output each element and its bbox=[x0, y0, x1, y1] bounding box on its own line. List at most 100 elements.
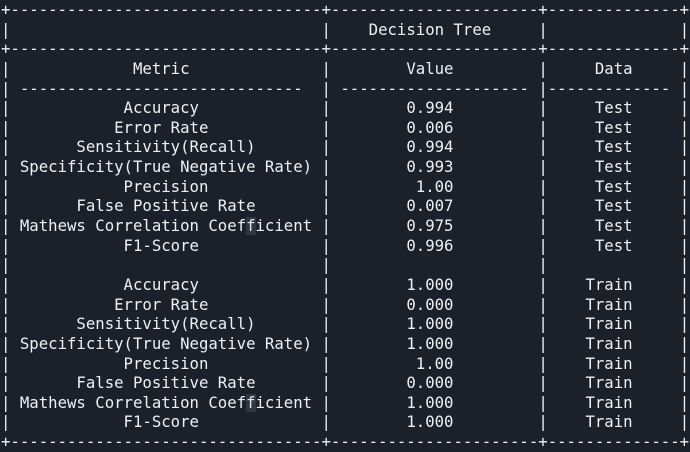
value-cell: 0.993 bbox=[330, 157, 539, 177]
column-separator: | bbox=[1, 78, 11, 98]
data-header: Data bbox=[547, 58, 680, 78]
value-cell: 1.000 bbox=[330, 274, 539, 294]
table-border-top: +---------------------------------+-----… bbox=[1, 0, 690, 20]
column-separator: | bbox=[321, 117, 331, 137]
table-row: | Precision | 1.00 | Train | bbox=[1, 354, 690, 374]
column-separator: | bbox=[538, 98, 548, 118]
column-separator: | bbox=[679, 255, 690, 275]
column-separator: | bbox=[679, 157, 690, 177]
value-cell: 1.00 bbox=[330, 176, 539, 196]
column-separator: | bbox=[538, 274, 548, 294]
column-separator: | bbox=[679, 117, 690, 137]
column-separator: | bbox=[538, 392, 548, 412]
column-separator: | bbox=[321, 235, 331, 255]
column-separator: | bbox=[679, 137, 690, 157]
column-separator: | bbox=[1, 137, 11, 157]
column-separator: | bbox=[321, 314, 331, 334]
table-border-bottom: +---------------------------------+-----… bbox=[1, 432, 690, 452]
column-separator: | bbox=[1, 294, 11, 314]
column-separator: | bbox=[321, 196, 331, 216]
value-cell: 0.994 bbox=[330, 137, 539, 157]
column-separator: | bbox=[679, 176, 690, 196]
metric-cell: F1-Score bbox=[10, 412, 322, 432]
column-separator: | bbox=[679, 58, 690, 78]
column-separator: | bbox=[321, 333, 331, 353]
metric-cell: Mathews Correlation Coefficient bbox=[10, 392, 322, 412]
data-cell: Test bbox=[547, 137, 680, 157]
column-separator: | bbox=[321, 98, 331, 118]
column-separator: | bbox=[1, 216, 11, 236]
column-separator: | bbox=[1, 176, 11, 196]
column-separator: | bbox=[679, 78, 690, 98]
metric-cell: Specificity(True Negative Rate) bbox=[10, 157, 322, 177]
data-cell: Train bbox=[547, 333, 680, 353]
header-underline-row: | ------------------------------ | -----… bbox=[1, 79, 690, 99]
column-separator: | bbox=[321, 157, 331, 177]
section-spacer-row: | | | | bbox=[1, 255, 690, 275]
table-row: | Sensitivity(Recall) | 0.994 | Test | bbox=[1, 137, 690, 157]
data-cell: Test bbox=[547, 98, 680, 118]
metric-cell: Sensitivity(Recall) bbox=[10, 314, 322, 334]
metric-cell: Specificity(True Negative Rate) bbox=[10, 333, 322, 353]
value-cell: 1.000 bbox=[330, 392, 539, 412]
data-cell: Train bbox=[547, 274, 680, 294]
metric-cell: False Positive Rate bbox=[10, 196, 322, 216]
metric-cell: Error Rate bbox=[10, 117, 322, 137]
column-separator: | bbox=[321, 294, 331, 314]
column-separator: | bbox=[538, 314, 548, 334]
table-row: | False Positive Rate | 0.007 | Test | bbox=[1, 196, 690, 216]
value-cell: 0.006 bbox=[330, 117, 539, 137]
column-separator: | bbox=[538, 333, 548, 353]
column-separator: | bbox=[538, 137, 548, 157]
value-cell: 0.000 bbox=[330, 373, 539, 393]
metric-cell: Accuracy bbox=[10, 274, 322, 294]
column-separator: | bbox=[538, 157, 548, 177]
table-header-row: | Metric | Value | Data | bbox=[1, 59, 690, 79]
table-title: Decision Tree bbox=[330, 19, 539, 39]
column-separator: | bbox=[1, 196, 11, 216]
column-separator: | bbox=[1, 235, 11, 255]
value-header: Value bbox=[330, 58, 539, 78]
column-separator: | bbox=[321, 137, 331, 157]
table-row: | F1-Score | 1.000 | Train | bbox=[1, 412, 690, 432]
value-cell: 0.007 bbox=[330, 196, 539, 216]
table-border-header: +---------------------------------+-----… bbox=[1, 39, 690, 59]
metric-cell: Sensitivity(Recall) bbox=[10, 137, 322, 157]
column-separator: | bbox=[321, 274, 331, 294]
value-cell: 0.996 bbox=[330, 235, 539, 255]
metric-cell: False Positive Rate bbox=[10, 373, 322, 393]
column-separator: | bbox=[538, 235, 548, 255]
data-cell: Train bbox=[547, 412, 680, 432]
value-underline: -------------------- bbox=[330, 78, 539, 98]
column-separator: | bbox=[321, 58, 331, 78]
spacer-cell bbox=[548, 255, 680, 274]
value-cell: 0.975 bbox=[330, 216, 539, 236]
column-separator: | bbox=[538, 176, 548, 196]
data-cell: Train bbox=[547, 314, 680, 334]
metric-cell: Mathews Correlation Coefficient bbox=[10, 216, 322, 236]
column-separator: | bbox=[538, 117, 548, 137]
column-separator: | bbox=[679, 216, 690, 236]
table-row: | Accuracy | 1.000 | Train | bbox=[1, 275, 690, 295]
column-separator: | bbox=[321, 19, 331, 39]
column-separator: | bbox=[679, 294, 690, 314]
column-separator: | bbox=[679, 373, 690, 393]
data-cell: Test bbox=[547, 196, 680, 216]
value-cell: 1.000 bbox=[330, 314, 539, 334]
data-underline: ------------- bbox=[547, 78, 680, 98]
column-separator: | bbox=[538, 373, 548, 393]
table-row: | Sensitivity(Recall) | 1.000 | Train | bbox=[1, 314, 690, 334]
column-separator: | bbox=[538, 78, 548, 98]
metric-cell: Error Rate bbox=[10, 294, 322, 314]
column-separator: | bbox=[538, 196, 548, 216]
column-separator: | bbox=[679, 274, 690, 294]
column-separator: | bbox=[1, 412, 11, 432]
column-separator: | bbox=[321, 216, 331, 236]
column-separator: | bbox=[538, 412, 548, 432]
column-separator: | bbox=[1, 255, 11, 275]
table-row: | Accuracy | 0.994 | Test | bbox=[1, 98, 690, 118]
column-separator: | bbox=[679, 98, 690, 118]
metric-underline: ------------------------------ bbox=[10, 78, 322, 98]
